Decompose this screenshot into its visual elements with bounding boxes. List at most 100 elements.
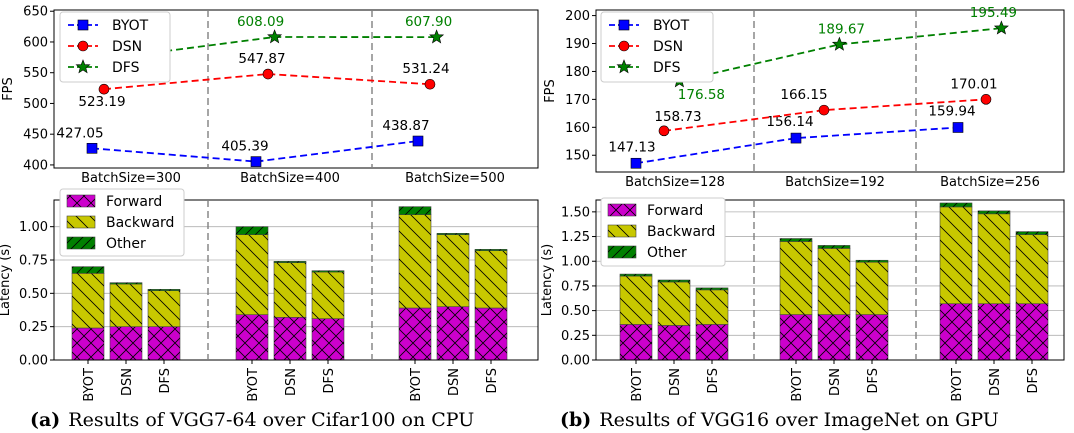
data-point-dsn: [424, 78, 436, 90]
data-point-dsn: [818, 104, 830, 116]
bar-hatch: [274, 317, 306, 360]
x-tick-label: DSN: [668, 368, 683, 396]
bar-hatch: [399, 206, 431, 215]
legend-label-backward: Backward: [106, 215, 174, 231]
bar-hatch: [110, 326, 142, 360]
bar-hatch: [148, 290, 180, 327]
bar-hatch: [620, 274, 652, 277]
data-label-dsn: 531.24: [402, 61, 449, 77]
y-axis-label: Latency (s): [0, 244, 13, 316]
x-tick-label: BYOT: [409, 368, 424, 402]
legend-marker-dfs: [75, 59, 91, 74]
y-tick-label: 0.00: [561, 354, 590, 369]
data-label-byot: 427.05: [56, 125, 103, 141]
bar-hatch: [72, 328, 104, 360]
y-tick-label: 190: [565, 37, 590, 52]
fps-line-chart-b_fps: 150 160 170 180 190 200 FPS BatchSize=128 BatchS…: [543, 5, 1065, 190]
bar-hatch: [110, 282, 142, 284]
y-tick-label: 600: [23, 35, 48, 50]
y-tick-label: 500: [23, 97, 48, 112]
plot-frame: [595, 9, 1065, 173]
legend: BYOT DSN DFS: [600, 11, 714, 83]
y-tick-label: 0.25: [561, 329, 590, 344]
data-label-byot: 156.14: [766, 114, 813, 130]
x-tick-label: DSN: [988, 368, 1003, 396]
y-tick-label: 0.25: [19, 320, 48, 335]
legend: BYOT DSN DFS: [59, 11, 171, 83]
group-label: BatchSize=192: [785, 175, 885, 190]
bar-hatch: [72, 266, 104, 274]
fps-line-chart-a_fps: 400 450 500 550 600 650 FPS BatchSize=300 BatchS…: [1, 5, 539, 186]
bar-hatch: [856, 260, 888, 263]
legend-label-dfs: DFS: [653, 60, 681, 76]
data-point-byot: [790, 132, 802, 144]
legend-marker-byot: [77, 19, 89, 31]
x-tick-label: BYOT: [950, 368, 965, 402]
y-tick-label: 1.50: [561, 205, 590, 220]
y-tick-label: 170: [565, 93, 590, 108]
bar-hatch: [696, 287, 728, 290]
bar-hatch: [978, 210, 1010, 214]
series-line-byot: [635, 126, 959, 165]
legend: Forward Backward Other: [600, 197, 726, 267]
y-tick-label: 0.00: [19, 354, 48, 369]
y-axis-label: Latency (s): [540, 244, 555, 316]
legend-swatch-hatch: [608, 246, 636, 258]
bar-hatch: [274, 261, 306, 263]
data-label-byot: 405.39: [221, 139, 268, 155]
bar-hatch: [148, 326, 180, 360]
x-tick-label: DSN: [120, 368, 135, 396]
group-label: BatchSize=256: [940, 175, 1040, 190]
caption-b: (b) Results of VGG16 over ImageNet on GPU: [560, 409, 999, 431]
bar-hatch: [620, 276, 652, 325]
legend-label-backward: Backward: [647, 224, 715, 240]
data-label-dsn: 158.73: [654, 109, 701, 125]
bar-hatch: [658, 281, 690, 326]
bar-hatch: [818, 314, 850, 360]
legend-label-dfs: DFS: [112, 60, 140, 76]
bar-hatch: [475, 308, 507, 360]
data-label-dsn: 170.01: [950, 76, 997, 92]
bar-hatch: [236, 226, 268, 235]
data-point-dfs: [267, 29, 283, 44]
legend-label-other: Other: [647, 245, 687, 261]
x-tick-label: DFS: [322, 368, 337, 394]
bar-hatch: [437, 233, 469, 235]
data-label-dfs: 195.49: [970, 5, 1017, 21]
latency-bar-chart-b_lat: 0.00 0.25 0.50 0.75 1.00 1.25 1.50 Latency (s) B…: [540, 197, 1065, 402]
bar-hatch: [312, 318, 344, 360]
bar-hatch: [236, 314, 268, 360]
x-tick-label: BYOT: [82, 368, 97, 402]
bar-hatch: [780, 238, 812, 242]
plot-frame: [53, 9, 539, 169]
legend-label-forward: Forward: [647, 203, 703, 219]
y-tick-label: 160: [565, 121, 590, 136]
group-label: BatchSize=400: [240, 171, 340, 186]
group-label: BatchSize=500: [405, 171, 505, 186]
bar-hatch: [475, 250, 507, 308]
plot-frame: [53, 199, 539, 361]
bar-hatch: [856, 262, 888, 315]
x-tick-label: DSN: [284, 368, 299, 396]
data-point-byot: [250, 156, 262, 167]
legend-marker-byot: [618, 19, 630, 31]
bar-hatch: [780, 241, 812, 315]
legend-label-byot: BYOT: [653, 18, 690, 34]
data-point-byot: [630, 157, 642, 169]
bar-hatch: [978, 213, 1010, 304]
legend-label-dsn: DSN: [112, 39, 142, 55]
bar-hatch: [399, 214, 431, 308]
bar-hatch: [312, 270, 344, 272]
data-label-dsn: 547.87: [238, 51, 285, 67]
y-tick-label: 1.25: [561, 230, 590, 245]
legend-swatch-hatch: [67, 216, 95, 228]
x-tick-label: DFS: [1026, 368, 1041, 394]
x-tick-label: DFS: [485, 368, 500, 394]
bar-hatch: [1016, 231, 1048, 235]
data-point-dsn: [980, 94, 992, 105]
data-point-byot: [412, 135, 424, 147]
legend-label-other: Other: [106, 236, 146, 252]
x-tick-label: BYOT: [246, 368, 261, 402]
caption-a: (a) Results of VGG7-64 over Cifar100 on C…: [30, 409, 474, 431]
bar-hatch: [110, 284, 142, 327]
